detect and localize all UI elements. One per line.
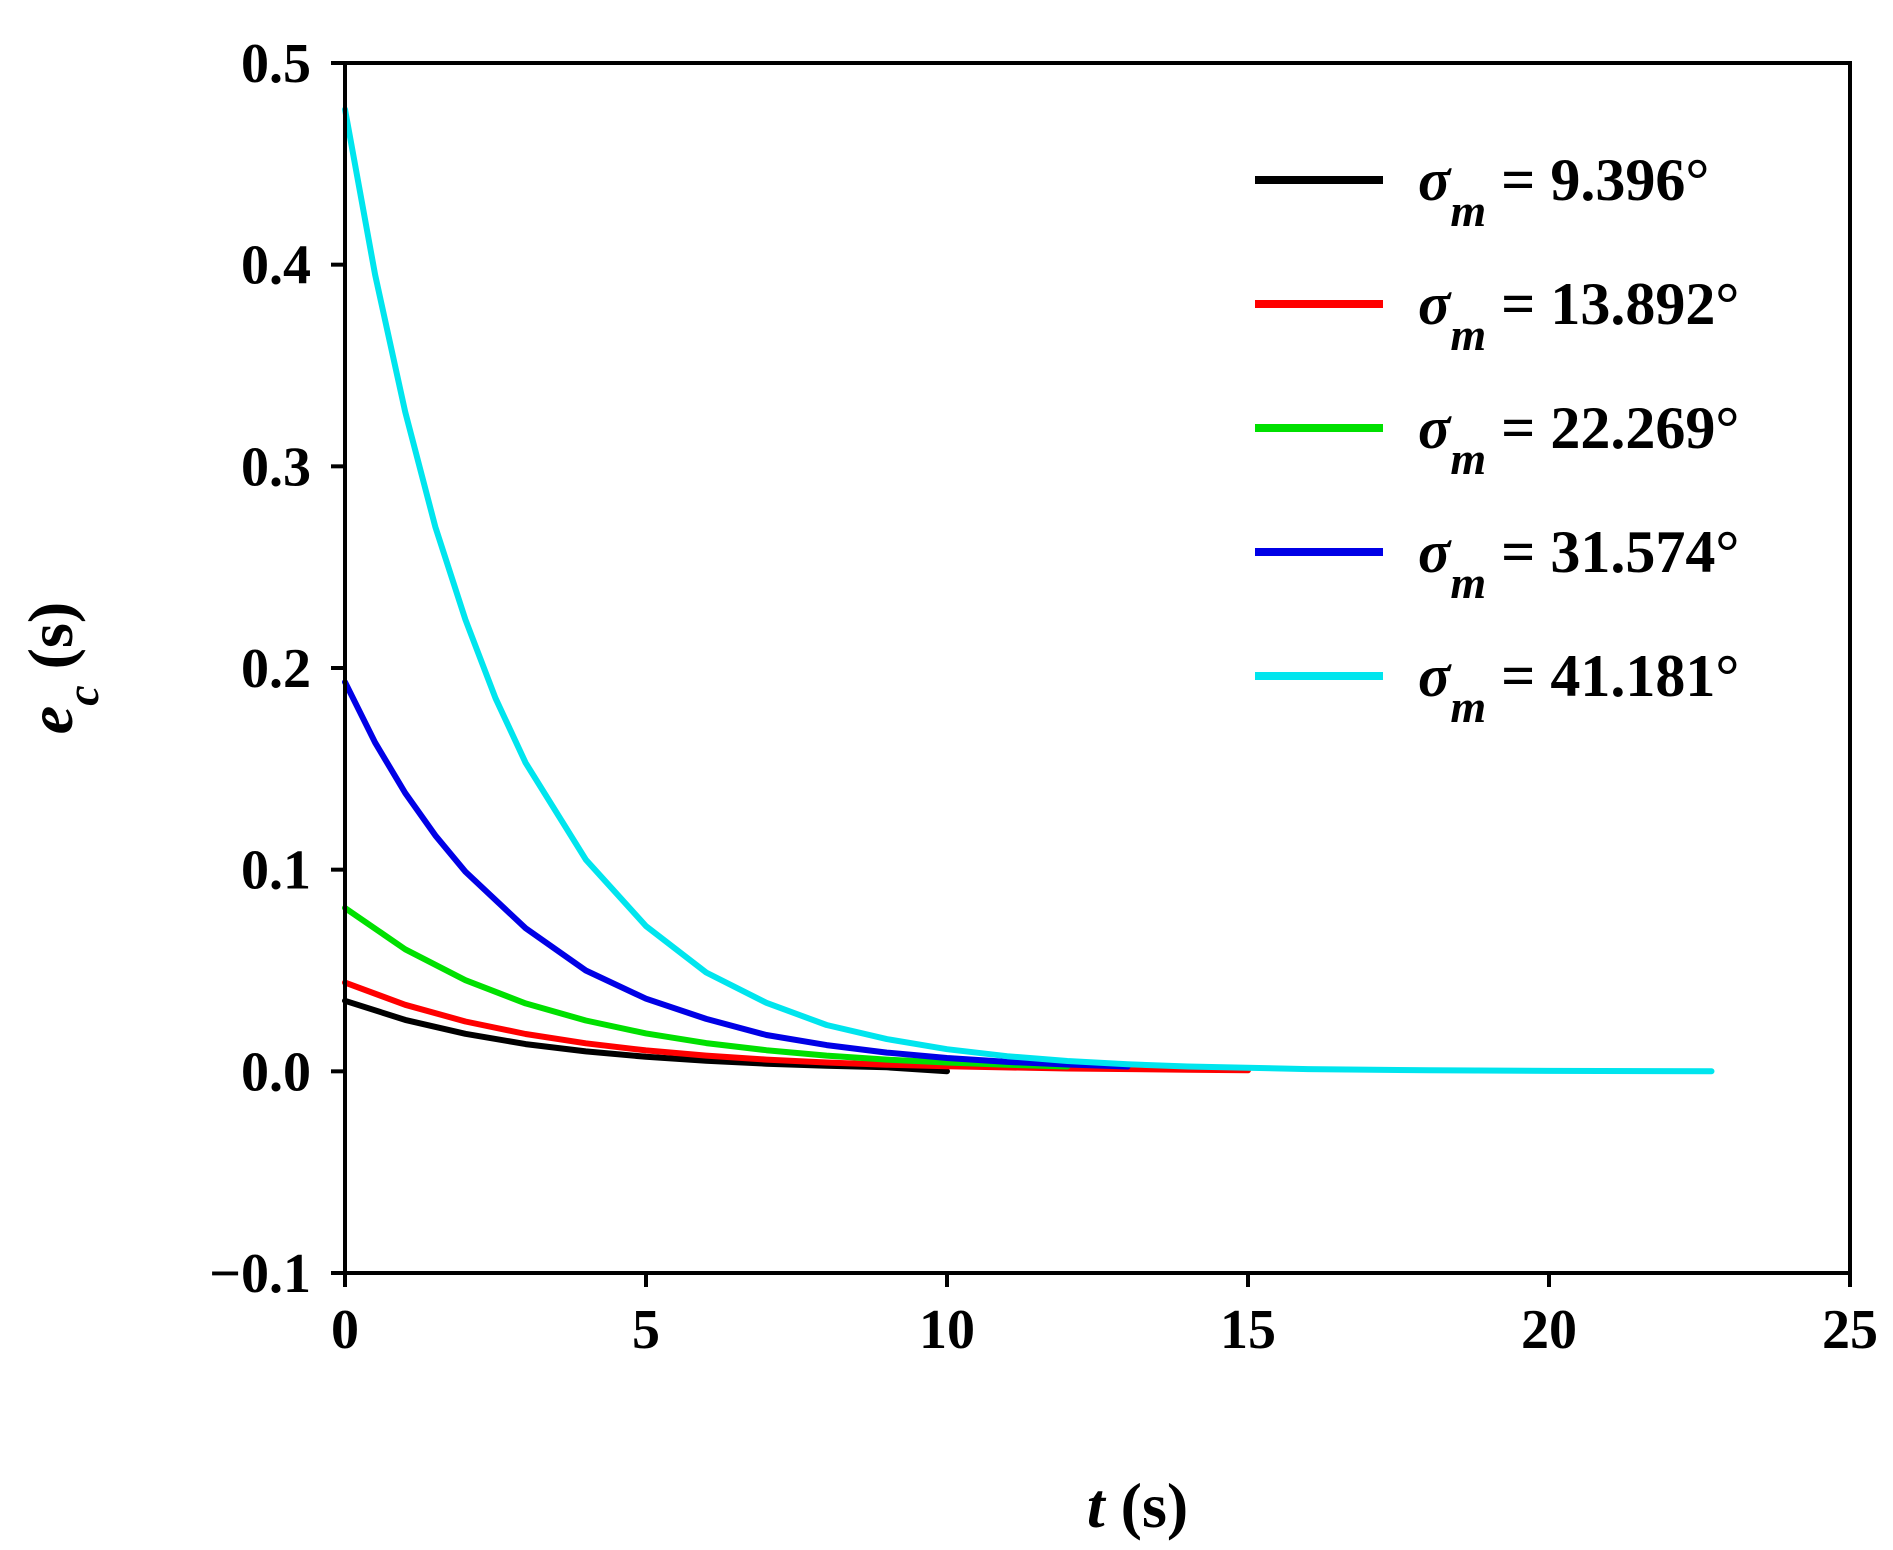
series-line-3 [342, 905, 1071, 1070]
legend-symbol: σ [1418, 643, 1452, 709]
y-axis-variable: e [15, 706, 86, 734]
legend-value: = 13.892° [1486, 271, 1739, 337]
ticks-layer: 0 5 10 15 20 25 −0.1 0.0 0.1 0.2 0.3 0.4 0.5 [209, 33, 1878, 1361]
y-tick-label: 0.1 [241, 840, 311, 902]
y-tick-label: 0.5 [241, 33, 311, 95]
legend-value: = 41.181° [1486, 643, 1739, 709]
legend-label-5: σm = 41.181° [1418, 643, 1739, 732]
legend-subscript: m [1450, 433, 1486, 484]
y-tick-label: 0.3 [241, 436, 311, 498]
y-axis-unit: (s) [15, 602, 86, 686]
legend-label-2: σm = 13.892° [1418, 271, 1739, 360]
legend-value: = 31.574° [1486, 519, 1739, 585]
x-tick-label: 10 [919, 1299, 975, 1361]
legend-symbol: σ [1418, 147, 1452, 213]
y-axis-title: ec (s) [15, 602, 108, 734]
x-axis-variable: t [1087, 1470, 1107, 1541]
y-tick-label: 0.2 [241, 638, 311, 700]
legend-symbol: σ [1418, 395, 1452, 461]
legend-subscript: m [1450, 681, 1486, 732]
legend-label-4: σm = 31.574° [1418, 519, 1739, 608]
x-axis-title: t (s) [1087, 1470, 1188, 1541]
legend-value: = 22.269° [1486, 395, 1739, 461]
legend-symbol: σ [1418, 271, 1452, 337]
legend-value: = 9.396° [1486, 147, 1709, 213]
series-layer [342, 106, 1715, 1075]
y-tick-label: 0.0 [241, 1041, 311, 1103]
legend-subscript: m [1450, 557, 1486, 608]
x-tick-label: 15 [1220, 1299, 1276, 1361]
y-tick-label: −0.1 [209, 1243, 311, 1305]
x-axis-unit: (s) [1105, 1470, 1189, 1541]
legend-symbol: σ [1418, 519, 1452, 585]
x-tick-label: 5 [632, 1299, 660, 1361]
y-tick-label: 0.4 [241, 235, 311, 297]
legend-subscript: m [1450, 185, 1486, 236]
x-tick-label: 20 [1521, 1299, 1577, 1361]
legend-subscript: m [1450, 309, 1486, 360]
series-line-5 [342, 106, 1715, 1075]
x-tick-label: 25 [1822, 1299, 1878, 1361]
legend: σm = 9.396°σm = 13.892°σm = 22.269°σm = … [1255, 147, 1739, 732]
y-axis-subscript: c [57, 685, 108, 705]
series-line-4 [342, 679, 1131, 1070]
legend-label-1: σm = 9.396° [1418, 147, 1709, 236]
legend-label-3: σm = 22.269° [1418, 395, 1739, 484]
x-tick-label: 0 [331, 1299, 359, 1361]
